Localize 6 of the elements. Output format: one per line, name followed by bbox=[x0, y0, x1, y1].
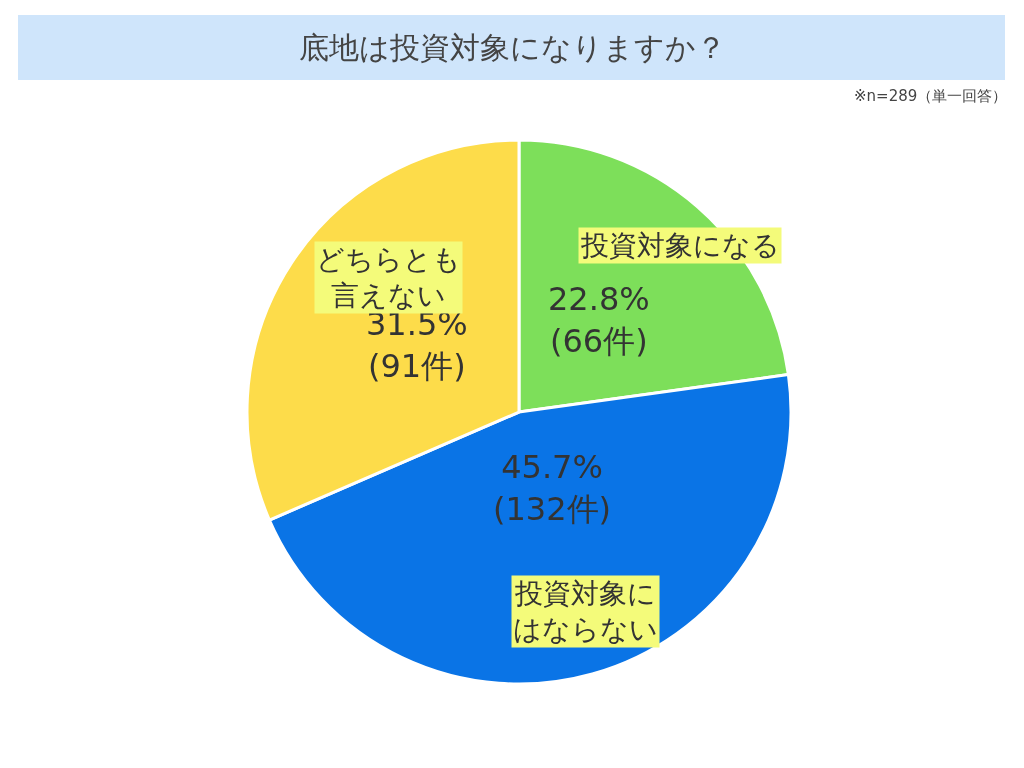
data-label: 22.8% (66件) bbox=[548, 280, 650, 360]
chart-title: 底地は投資対象になりますか？ bbox=[298, 29, 726, 65]
text: ※n=289（単一回答） bbox=[854, 87, 1008, 105]
slice-label: 投資対象にはならない bbox=[513, 577, 658, 647]
slice-label: 投資対象になる bbox=[580, 229, 780, 262]
data-label: 45.7% (132件) bbox=[493, 448, 612, 528]
